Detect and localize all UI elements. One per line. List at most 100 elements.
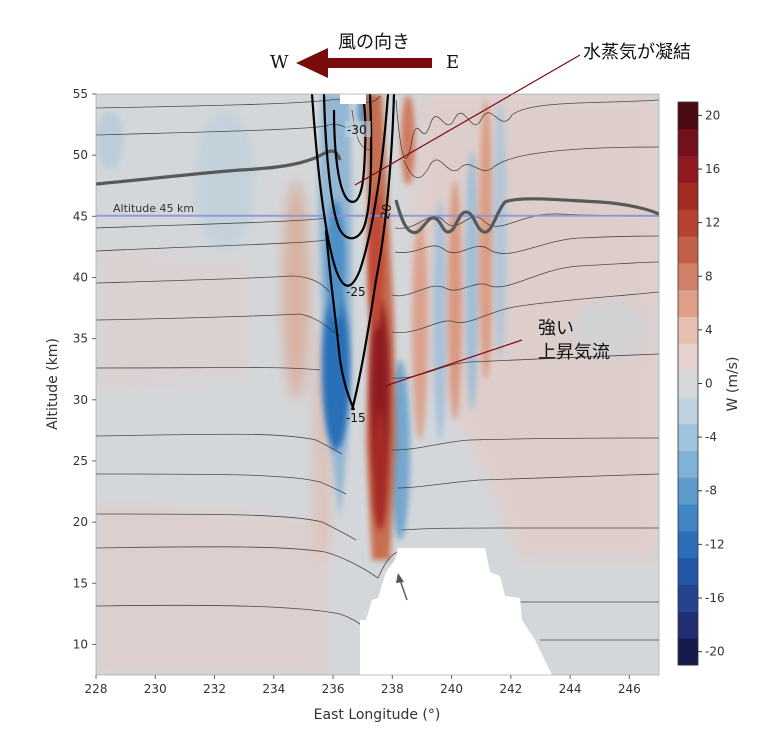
y-tick-label: 50 [73, 148, 88, 162]
colorbar-swatch [678, 477, 698, 505]
colorbar-swatch [678, 128, 698, 157]
wave-red-2 [448, 180, 462, 420]
x-tick-label: 246 [618, 682, 641, 696]
colorbar-ticks: 20 16 12 8 4 0 -4 -8 -12 -16 -20 [698, 108, 725, 659]
colorbar-label: W (m/s) [725, 357, 741, 412]
top-notch [340, 94, 366, 104]
colorbar-tick-label: 4 [705, 323, 713, 337]
colorbar-swatch [678, 557, 698, 586]
contour-east [350, 94, 396, 411]
colorbar-tick-label: -20 [705, 645, 725, 659]
colorbar-swatch [678, 343, 698, 371]
wave-blue-1 [433, 200, 447, 440]
y-tick-label: 40 [73, 270, 88, 284]
field-blue-patch-east [570, 300, 650, 360]
contour-label: -25 [346, 285, 366, 299]
x-tick-label: 242 [499, 682, 522, 696]
updraft-label-line1: 強い [538, 318, 574, 339]
colorbar-tick-label: -16 [705, 591, 725, 605]
y-tick-label: 20 [73, 515, 88, 529]
colorbar-swatch [678, 209, 698, 237]
colorbar-swatch [678, 584, 698, 612]
colorbar-swatch [678, 370, 698, 398]
axes-frame [95, 93, 660, 676]
colorbar-tick-label: 0 [705, 377, 713, 391]
contour-label: -20 [377, 203, 394, 225]
pointer-arrow-shaft [399, 579, 408, 601]
colorbar-swatch [678, 530, 698, 559]
x-tick-label: 234 [262, 682, 285, 696]
x-tick-label: 228 [85, 682, 108, 696]
pointer-arrow-head [396, 573, 404, 583]
wind-arrow-icon [296, 48, 432, 78]
contour-label: -30 [347, 123, 367, 137]
y-tick-label: 55 [73, 87, 88, 101]
field-blue-patch-edge [96, 110, 124, 170]
x-axis: 228 230 232 234 236 238 240 242 244 246 [85, 675, 641, 696]
contour-label: -15 [346, 411, 366, 425]
colorbar-tick-label: -8 [705, 484, 717, 498]
x-tick-label: 238 [381, 682, 404, 696]
reference-line-label: Altitude 45 km [113, 202, 194, 215]
field-mid-warm [96, 250, 250, 390]
colorbar-swatch [678, 611, 698, 639]
colorbar-swatch [678, 236, 698, 264]
wave-blue-3 [493, 100, 507, 360]
y-axis: 10 15 20 25 30 35 40 45 50 55 [73, 87, 96, 651]
colorbar [677, 101, 699, 666]
y-tick-label: 35 [73, 332, 88, 346]
condensation-leader [354, 54, 581, 186]
y-tick-label: 15 [73, 576, 88, 590]
wind-east-label: E [446, 52, 459, 73]
condensation-label: 水蒸気が凝結 [583, 42, 691, 63]
colorbar-swatch [678, 262, 698, 291]
x-axis-label: East Longitude (°) [314, 707, 441, 723]
colorbar-tick-label: -4 [705, 430, 717, 444]
colorbar-swatch [678, 182, 698, 210]
updraft-label-line2: 上昇気流 [538, 342, 610, 363]
downdraft-core [322, 290, 350, 450]
labeled-contours [310, 94, 396, 411]
y-axis-label: Altitude (km) [45, 338, 61, 430]
colorbar-swatch [678, 155, 698, 183]
x-tick-label: 244 [559, 682, 582, 696]
colorbar-swatch [678, 396, 698, 425]
colorbar-tick-label: 12 [705, 216, 720, 230]
colorbar-swatch [678, 423, 698, 452]
updraft-leader [384, 339, 523, 387]
colorbar-tick-label: 8 [705, 269, 713, 283]
wave-blue-2 [465, 150, 479, 410]
colorbar-swatch [678, 289, 698, 317]
colorbar-swatch [678, 450, 698, 478]
x-tick-label: 232 [203, 682, 226, 696]
field-pink-band [282, 180, 310, 400]
x-tick-label: 240 [440, 682, 463, 696]
y-tick-label: 10 [73, 637, 88, 651]
y-tick-label: 45 [73, 209, 88, 223]
wind-direction-title: 風の向き [338, 32, 410, 53]
colorbar-swatch [678, 638, 698, 666]
colorbar-swatch [678, 504, 698, 532]
contour-outer [322, 94, 373, 240]
y-tick-label: 25 [73, 454, 88, 468]
contour-west-low [324, 229, 356, 411]
plot-area: -30 -20 -25 -15 [96, 94, 659, 675]
field-lower-warm [96, 500, 330, 675]
terrain [360, 548, 552, 675]
updraft-top-east [401, 95, 415, 185]
colorbar-tick-label: 16 [705, 162, 720, 176]
wind-west-label: W [270, 52, 289, 73]
colorbar-swatch [678, 316, 698, 344]
colorbar-tick-label: -12 [705, 537, 725, 551]
thin-contours [96, 95, 659, 641]
x-tick-label: 236 [322, 682, 345, 696]
colorbar-tick-label: 20 [705, 108, 720, 122]
updraft-lower [372, 410, 388, 530]
y-tick-label: 30 [73, 393, 88, 407]
colorbar-swatch [678, 102, 698, 130]
wave-red-3 [479, 100, 493, 380]
contour-label-bg [345, 121, 371, 137]
contour-mid [310, 94, 390, 287]
wave-red-1 [412, 220, 428, 440]
